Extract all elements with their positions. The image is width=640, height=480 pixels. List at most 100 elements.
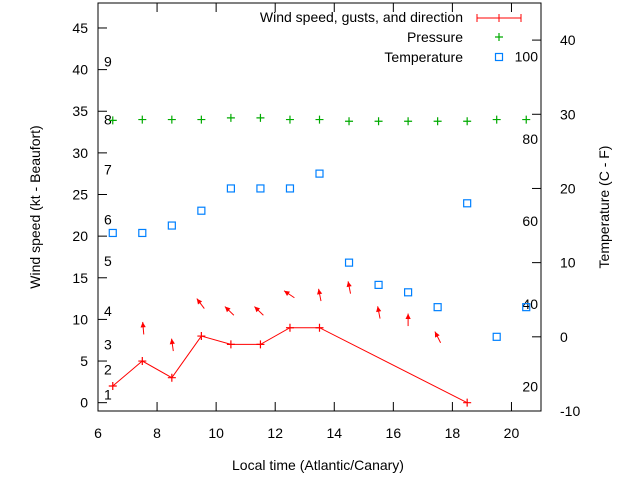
x-tick-label: 12 bbox=[267, 425, 283, 441]
pressure-point bbox=[522, 115, 531, 124]
pressure-point bbox=[108, 116, 117, 125]
temperature-point bbox=[344, 258, 354, 267]
temperature-point bbox=[108, 228, 117, 238]
fahrenheit-label: 80 bbox=[522, 131, 538, 147]
beaufort-label: 7 bbox=[104, 162, 112, 178]
y-tick-label: 15 bbox=[72, 270, 88, 286]
x-tick-label: 14 bbox=[326, 425, 342, 441]
y-tick-label: 30 bbox=[72, 145, 88, 161]
beaufort-label: 2 bbox=[104, 361, 112, 377]
legend-pressure-label: Pressure bbox=[407, 29, 463, 45]
y2-tick-label: 0 bbox=[560, 329, 568, 345]
y-tick-label: 5 bbox=[80, 353, 88, 369]
y-tick-label: 40 bbox=[72, 62, 88, 78]
pressure-point bbox=[345, 117, 354, 126]
x-tick-label: 6 bbox=[94, 425, 102, 441]
temperature-point bbox=[285, 184, 295, 193]
y2-tick-label: 30 bbox=[560, 106, 576, 122]
wind-arrow-head bbox=[196, 298, 203, 305]
temperature-point bbox=[433, 303, 442, 312]
fahrenheit-label: 60 bbox=[522, 213, 538, 229]
pressure-point bbox=[492, 115, 501, 124]
x-tick-label: 16 bbox=[386, 425, 402, 441]
beaufort-label: 8 bbox=[104, 112, 112, 128]
temperature-point bbox=[463, 199, 472, 208]
wind-arrow-head bbox=[376, 306, 382, 313]
x-tick-label: 8 bbox=[153, 425, 161, 441]
temperature-point bbox=[138, 228, 147, 238]
pressure-point bbox=[433, 117, 442, 126]
temperature-point bbox=[522, 303, 531, 312]
wind-point bbox=[108, 382, 117, 391]
legend-temperature-label: Temperature bbox=[384, 49, 463, 65]
pressure-point bbox=[315, 115, 324, 124]
y2-tick-label: 20 bbox=[560, 180, 576, 196]
y2-axis-label: Temperature (C - F) bbox=[596, 146, 612, 269]
y2-tick-label: -10 bbox=[560, 403, 580, 419]
legend: Wind speed, gusts, and direction Pressur… bbox=[260, 9, 522, 65]
legend-temperature-sample bbox=[494, 52, 504, 62]
y-axis-label: Wind speed (kt - Beaufort) bbox=[27, 125, 43, 288]
pressure-point bbox=[374, 117, 383, 126]
temperature-point bbox=[197, 206, 206, 215]
y-tick-label: 0 bbox=[80, 395, 88, 411]
temperature-point bbox=[167, 221, 176, 230]
wind-arrow-head bbox=[140, 321, 146, 328]
y-tick-label: 10 bbox=[72, 311, 88, 327]
y-tick-label: 35 bbox=[72, 103, 88, 119]
x-tick-label: 20 bbox=[504, 425, 520, 441]
pressure-point bbox=[285, 115, 294, 124]
x-tick-label: 10 bbox=[208, 425, 224, 441]
wind-point bbox=[285, 323, 294, 332]
wind-arrow-head bbox=[169, 338, 175, 345]
y-tick-label: 20 bbox=[72, 228, 88, 244]
pressure-point bbox=[256, 113, 265, 122]
axis-ticks: 6 8 10 12 14 16 18 20051015202530354045-1001020… bbox=[72, 3, 580, 441]
wind-arrow-head bbox=[317, 288, 323, 295]
wind-point bbox=[197, 332, 206, 341]
y2-tick-label: 40 bbox=[560, 32, 576, 48]
pressure-point bbox=[404, 117, 413, 126]
plot-frame bbox=[97, 2, 542, 412]
legend-wind-label: Wind speed, gusts, and direction bbox=[260, 9, 463, 25]
wind-point bbox=[256, 340, 265, 349]
temperature-point bbox=[374, 280, 383, 289]
legend-wind-sample bbox=[476, 14, 522, 22]
beaufort-label: 4 bbox=[104, 303, 112, 319]
x-axis-label: Local time (Atlantic/Canary) bbox=[232, 457, 404, 473]
wind-arrow-head bbox=[405, 313, 411, 319]
beaufort-label: 5 bbox=[104, 253, 112, 269]
wind-line bbox=[112, 327, 468, 404]
y-tick-label: 45 bbox=[72, 20, 88, 36]
pressure-point bbox=[138, 115, 147, 124]
beaufort-label: 3 bbox=[104, 336, 112, 352]
data-marks bbox=[108, 113, 531, 407]
wind-point bbox=[167, 373, 176, 382]
temperature-point bbox=[315, 169, 324, 178]
wind-arrow-head bbox=[284, 290, 290, 296]
wind-arrow-head bbox=[254, 306, 261, 313]
beaufort-label: 6 bbox=[104, 211, 112, 227]
pressure-point bbox=[226, 113, 235, 122]
pressure-point bbox=[197, 115, 206, 124]
temperature-point bbox=[226, 184, 235, 193]
wind-arrow-head bbox=[346, 281, 352, 288]
fahrenheit-label: 100 bbox=[515, 48, 539, 64]
pressure-point bbox=[167, 115, 176, 124]
beaufort-label: 1 bbox=[104, 386, 112, 402]
x-tick-label: 18 bbox=[445, 425, 461, 441]
wind-point bbox=[138, 357, 147, 366]
temperature-point bbox=[404, 288, 413, 297]
wind-point bbox=[315, 323, 324, 332]
wind-arrow-head bbox=[434, 331, 440, 338]
y-tick-label: 25 bbox=[72, 187, 88, 203]
pressure-point bbox=[463, 117, 472, 126]
fahrenheit-label: 20 bbox=[522, 379, 538, 395]
temperature-point bbox=[256, 184, 265, 193]
temperature-point bbox=[492, 332, 501, 341]
beaufort-label: 9 bbox=[104, 53, 112, 69]
wind-point bbox=[463, 398, 472, 407]
wind-point bbox=[226, 340, 235, 349]
